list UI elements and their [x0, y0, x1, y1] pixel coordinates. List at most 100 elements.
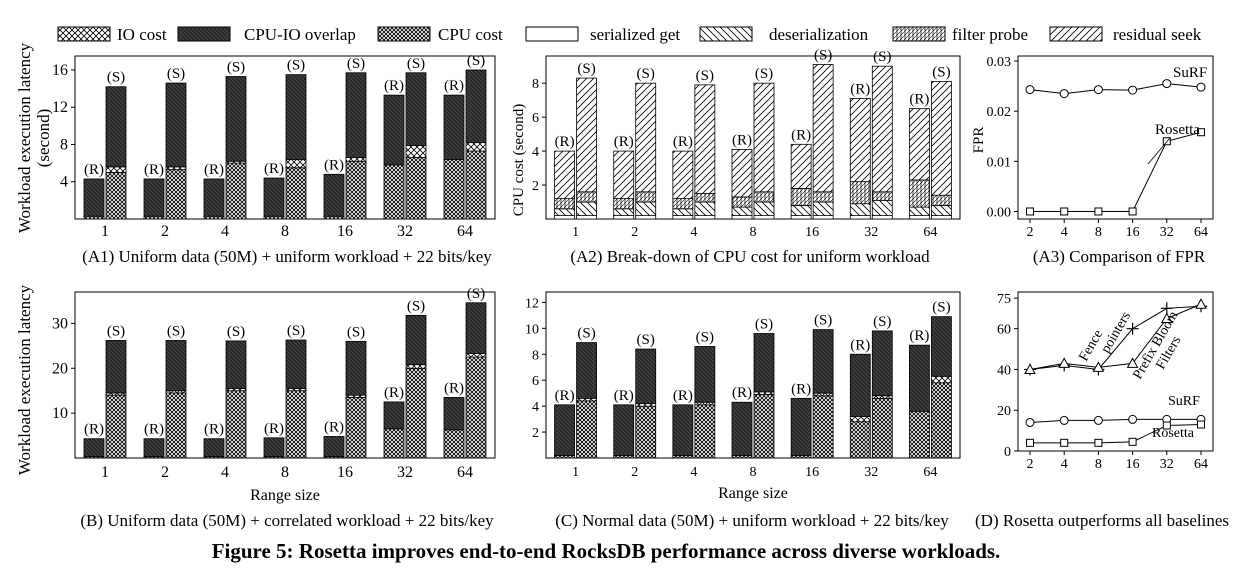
bar-label: (S) — [347, 56, 365, 72]
y-tick-label: 12 — [52, 99, 68, 116]
y-tick-label: 0 — [1004, 445, 1011, 460]
y-tick-label: 4 — [532, 400, 539, 415]
series-point — [1094, 438, 1103, 447]
series-point — [1026, 438, 1034, 447]
bar-label: (S) — [287, 323, 305, 339]
bar-label: (R) — [324, 419, 344, 435]
series-line — [1029, 418, 1201, 423]
legend-swatch — [1049, 26, 1103, 42]
bar-segment — [694, 84, 716, 194]
plot-frame — [74, 55, 496, 220]
bar-label: (S) — [467, 53, 485, 69]
x-tick-label: 4 — [221, 223, 229, 240]
series-point — [1026, 207, 1034, 216]
x-tick-label: 32 — [864, 465, 878, 480]
y-tick-label: 8 — [60, 136, 68, 153]
bar-segment — [909, 344, 930, 412]
x-tick-label: 4 — [1061, 225, 1068, 240]
bar-label: (S) — [167, 323, 185, 339]
x-tick-label: 8 — [1095, 225, 1102, 240]
bar-label: (S) — [407, 298, 425, 314]
bar-segment — [790, 205, 812, 217]
series-point — [1059, 89, 1069, 99]
bar-segment — [753, 201, 775, 217]
bar-segment — [909, 410, 930, 459]
plot-frame — [1017, 291, 1214, 452]
bar-label: (R) — [144, 422, 164, 438]
x-tick-label: 8 — [750, 225, 757, 240]
legend-label: serialized get — [590, 25, 680, 44]
bar-segment — [812, 395, 834, 459]
x-tick-label: 4 — [221, 464, 229, 481]
series-point — [1162, 79, 1172, 89]
bar-label: (R) — [909, 92, 929, 108]
bar-segment — [105, 166, 127, 173]
bar-segment — [931, 382, 952, 459]
bar-label: (S) — [637, 66, 655, 82]
bar-segment — [576, 77, 597, 193]
legend: IO cost CPU-IO overlap CPU cost serialized … — [57, 25, 1202, 44]
bar-segment — [465, 356, 487, 459]
figure-caption: Figure 5: Rosetta improves end-to-end Ro… — [212, 539, 1001, 563]
bar-segment — [203, 178, 225, 217]
annotation-leader — [1147, 137, 1171, 165]
bar-segment — [225, 162, 247, 220]
bar-label: (S) — [287, 58, 305, 74]
bar-segment — [790, 215, 812, 220]
bar-segment — [323, 173, 345, 217]
bar-segment — [909, 206, 930, 217]
chart-caption: (B) Uniform data (50M) + correlated work… — [80, 511, 494, 530]
bar-label: (R) — [909, 328, 929, 344]
bar-segment — [812, 201, 834, 217]
bar-segment — [909, 108, 930, 181]
bar-segment — [849, 181, 871, 205]
series-point — [1126, 357, 1139, 368]
series-point — [1160, 302, 1173, 315]
bar-label: (R) — [144, 162, 164, 178]
bar-label: (S) — [347, 324, 365, 340]
bar-label: (R) — [673, 134, 693, 150]
y-tick-label: 2 — [532, 179, 539, 194]
series-annotation: Rosetta — [1152, 426, 1195, 441]
bar-segment — [849, 98, 871, 183]
x-tick-label: 1 — [572, 225, 579, 240]
bar-label: (S) — [932, 64, 950, 80]
chart-caption: (A1) Uniform data (50M) + uniform worklo… — [82, 247, 492, 266]
y-axis-label: (second) — [34, 109, 53, 168]
bar-segment — [443, 158, 465, 220]
bar-segment — [405, 314, 427, 366]
bar-segment — [931, 81, 952, 196]
bar-segment — [849, 421, 871, 459]
x-tick-label: 8 — [750, 465, 757, 480]
bar-segment — [345, 160, 367, 220]
bar-label: (R) — [444, 78, 464, 94]
x-tick-label: 64 — [923, 465, 937, 480]
series-point — [1060, 438, 1069, 447]
bar-segment — [383, 428, 405, 459]
bar-segment — [909, 179, 930, 208]
bar-segment — [871, 65, 893, 193]
series-point — [1058, 357, 1071, 368]
bar-segment — [672, 404, 694, 456]
bar-segment — [285, 390, 307, 459]
chart-caption: (C) Normal data (50M) + uniform workload… — [555, 511, 949, 530]
series-point — [1060, 207, 1069, 216]
bar-segment — [931, 205, 952, 217]
y-tick-label: 10 — [52, 405, 68, 422]
y-tick-label: 30 — [52, 315, 68, 332]
y-tick-label: 20 — [997, 404, 1011, 419]
bar-segment — [931, 215, 952, 220]
bar-segment — [345, 340, 367, 396]
series-point — [1128, 207, 1137, 216]
chart-caption: (A3) Comparison of FPR — [1033, 247, 1206, 266]
bar-label: (R) — [264, 421, 284, 437]
series-point — [1094, 207, 1103, 216]
bar-segment — [323, 215, 345, 220]
x-tick-label: 2 — [161, 464, 169, 481]
bar-segment — [405, 157, 427, 220]
series-annotation: SuRF — [1168, 394, 1200, 409]
x-tick-label: 64 — [1194, 457, 1208, 472]
bar-segment — [731, 148, 753, 198]
bar-label: (S) — [873, 49, 891, 65]
bar-label: (R) — [384, 385, 404, 401]
